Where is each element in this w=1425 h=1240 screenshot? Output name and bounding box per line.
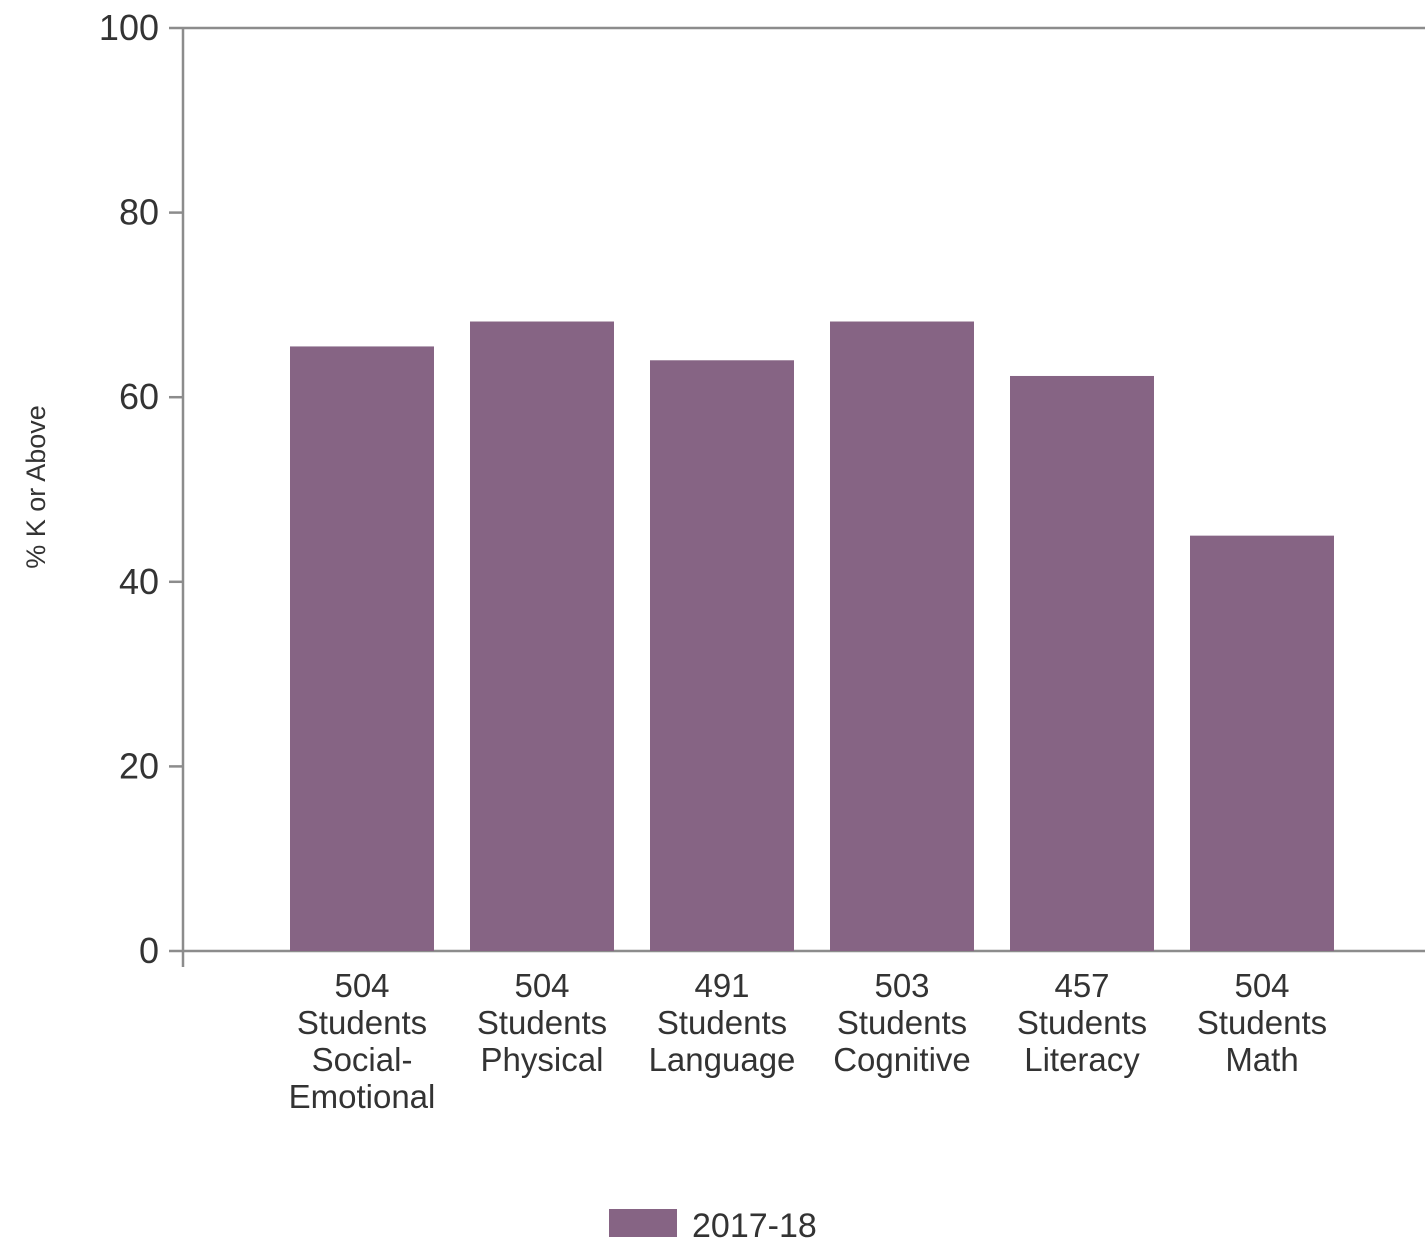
legend-label: 2017-18 [692,1207,817,1240]
x-tick-label: 504 Students Physical [477,967,607,1078]
x-axis-labels: 504 Students Social-Emotional 504 Students Ph… [289,967,1328,1115]
y-tick-label: 0 [139,930,159,971]
y-tick-label: 60 [119,376,159,417]
x-tick-label: 504 Students Social-Emotional [289,967,436,1115]
y-axis-title: % K or Above [21,405,51,569]
x-tick-label: 504 Students Math [1197,967,1327,1078]
y-tick-label: 100 [99,7,159,48]
bar [290,346,434,951]
y-tick-label: 40 [119,561,159,602]
bar [650,360,794,951]
y-axis: 0 20 40 60 80 100 [99,7,183,971]
bars [290,321,1334,951]
x-tick-label: 491 Students Language [649,967,796,1078]
bar [1010,375,1154,951]
bar [1190,535,1334,951]
x-tick-label: 503 Students Cognitive [833,967,971,1078]
x-tick-label: 457 Students Literacy [1017,967,1147,1078]
bar [470,321,614,951]
y-tick-label: 20 [119,745,159,786]
y-tick-label: 80 [119,192,159,233]
legend-swatch [609,1209,677,1237]
bar [830,321,974,951]
legend: 2017-18 [609,1207,817,1240]
